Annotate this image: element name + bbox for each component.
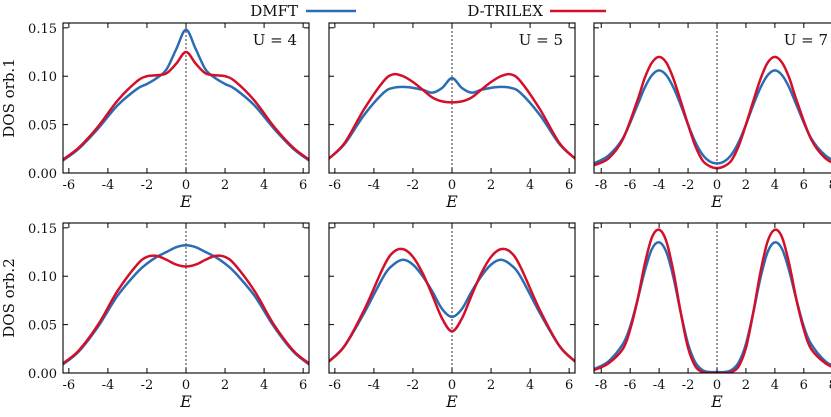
curves	[329, 247, 575, 363]
x-tick-label: 8	[829, 178, 831, 193]
x-tick-label: 0	[448, 178, 456, 193]
x-tick-label: 6	[800, 178, 808, 193]
legend-label-dtrilex: D-TRILEX	[467, 2, 543, 20]
series-line-d-trilex	[329, 72, 575, 160]
x-tick-label: 4	[260, 178, 268, 193]
x-tick-label: -8	[595, 178, 608, 193]
x-tick-label: -2	[141, 378, 154, 393]
x-tick-label: -4	[102, 378, 115, 393]
panel-label: U = 5	[519, 31, 563, 49]
x-tick-label: -4	[653, 378, 666, 393]
series-line-dmft	[594, 241, 831, 373]
x-tick-label: -2	[407, 178, 420, 193]
y-tick-label: 0.00	[28, 367, 57, 382]
y-tick-label: 0.15	[28, 22, 57, 37]
panel-4: -6 -4 -2 0 2 4 6 E	[328, 222, 576, 411]
x-axis-label: E	[445, 192, 458, 211]
panel-1: -6 -4 -2 0 2 4 6 E U = 5	[328, 22, 576, 211]
x-tick-label: 4	[771, 378, 779, 393]
curves	[63, 28, 309, 162]
x-tick-label: 4	[771, 178, 779, 193]
axes-frame	[328, 222, 576, 374]
x-tick-label: 6	[800, 378, 808, 393]
x-tick-label: -2	[141, 178, 154, 193]
x-tick-label: -6	[329, 378, 342, 393]
panel-label: U = 7	[784, 31, 828, 49]
panel-5: -8 -6 -4 -2 0 2 4 6 8 E	[593, 222, 831, 411]
curves	[63, 244, 309, 366]
x-tick-label: -6	[624, 378, 637, 393]
x-tick-label: -4	[368, 378, 381, 393]
curves	[329, 72, 575, 160]
curves	[594, 55, 831, 170]
series-line-dmft	[329, 258, 575, 363]
x-tick-label: 0	[713, 378, 721, 393]
x-tick-label: -4	[653, 178, 666, 193]
x-axis-label: E	[710, 192, 723, 211]
y-tick-label: 0.00	[28, 167, 57, 182]
x-axis-label: E	[445, 392, 458, 411]
series-line-d-trilex	[63, 50, 309, 161]
curves	[594, 228, 831, 373]
x-tick-label: 6	[299, 378, 307, 393]
x-tick-label: -2	[682, 178, 695, 193]
panel-3: -6 -4 -2 0 2 4 6 0.00 0.05 0.10 0.15 E DOS orb.2	[0, 222, 310, 411]
panel-0: -6 -4 -2 0 2 4 6 0.00 0.05 0.10 0.15 E DOS orb.1 U = …	[0, 22, 310, 211]
series-line-dmft	[594, 69, 831, 165]
series-line-dmft	[63, 28, 309, 162]
x-tick-label: 6	[565, 378, 573, 393]
x-tick-label: 6	[565, 178, 573, 193]
y-tick-label: 0.15	[28, 222, 57, 237]
x-tick-label: -6	[329, 178, 342, 193]
y-tick-label: 0.10	[28, 70, 57, 85]
x-tick-label: 4	[526, 378, 534, 393]
x-axis-label: E	[710, 392, 723, 411]
x-tick-label: 2	[742, 178, 750, 193]
x-tick-label: 0	[448, 378, 456, 393]
x-tick-label: -6	[624, 178, 637, 193]
series-line-d-trilex	[594, 55, 831, 170]
y-tick-label: 0.10	[28, 270, 57, 285]
x-tick-label: 2	[742, 378, 750, 393]
y-tick-label: 0.05	[28, 119, 57, 134]
legend-label-dmft: DMFT	[250, 2, 298, 20]
panel-2: -8 -6 -4 -2 0 2 4 6 8 E U = 7	[593, 22, 831, 211]
x-tick-label: 0	[713, 178, 721, 193]
series-line-dmft	[329, 76, 575, 160]
series-line-d-trilex	[63, 254, 309, 365]
x-tick-label: -8	[595, 378, 608, 393]
x-tick-label: 4	[260, 378, 268, 393]
x-tick-label: -4	[102, 178, 115, 193]
x-tick-label: 0	[182, 378, 190, 393]
x-tick-label: 8	[829, 378, 831, 393]
x-axis-label: E	[179, 392, 192, 411]
y-axis-label: DOS orb.1	[0, 58, 18, 137]
x-tick-label: 2	[221, 378, 229, 393]
x-tick-label: -4	[368, 178, 381, 193]
x-tick-label: -2	[682, 378, 695, 393]
panel-label: U = 4	[253, 31, 297, 49]
x-tick-label: -6	[63, 178, 76, 193]
x-tick-label: 4	[526, 178, 534, 193]
x-tick-label: 6	[299, 178, 307, 193]
x-tick-label: -2	[407, 378, 420, 393]
y-tick-label: 0.05	[28, 319, 57, 334]
x-tick-label: -6	[63, 378, 76, 393]
y-axis-label: DOS orb.2	[0, 258, 18, 337]
x-tick-label: 2	[221, 178, 229, 193]
x-axis-label: E	[179, 192, 192, 211]
x-tick-label: 2	[487, 378, 495, 393]
x-tick-label: 2	[487, 178, 495, 193]
x-tick-label: 0	[182, 178, 190, 193]
series-line-dmft	[63, 244, 309, 366]
series-line-d-trilex	[329, 247, 575, 363]
series-line-d-trilex	[594, 228, 831, 373]
legend: DMFT D-TRILEX	[250, 2, 606, 20]
